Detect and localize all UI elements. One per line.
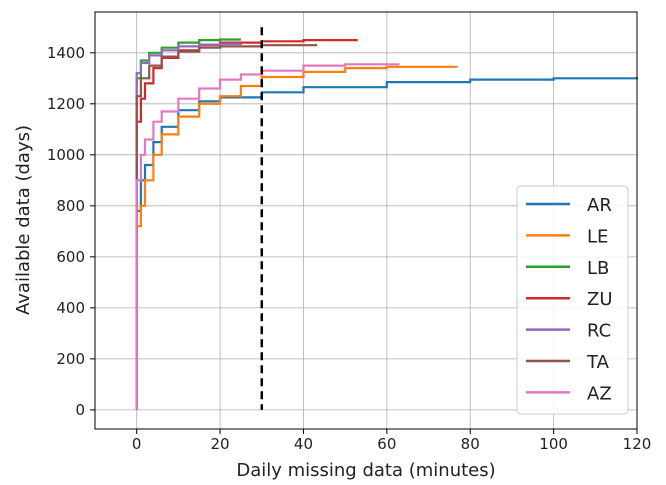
legend-label-le: LE <box>587 226 608 247</box>
y-tick-label: 0 <box>75 401 85 419</box>
y-axis-label: Available data (days) <box>13 125 34 315</box>
legend-box <box>516 185 629 415</box>
y-tick-label: 1000 <box>47 146 85 164</box>
legend-label-ta: TA <box>586 352 610 373</box>
x-axis-label: Daily missing data (minutes) <box>236 460 495 481</box>
x-tick-label: 60 <box>377 435 396 453</box>
y-tick-label: 800 <box>56 197 85 215</box>
x-tick-label: 80 <box>461 435 480 453</box>
plot-frame <box>94 11 638 430</box>
series-line-rc <box>135 42 242 410</box>
series-line-le <box>135 65 458 410</box>
series-line-lb <box>135 38 241 410</box>
y-tick-label: 600 <box>56 248 85 266</box>
series-line-ta <box>135 43 318 410</box>
y-tick-label: 1400 <box>47 44 85 62</box>
y-tick-label: 1200 <box>47 95 85 113</box>
y-tick-label: 400 <box>56 299 85 317</box>
x-tick-label: 120 <box>623 435 652 453</box>
series-line-az <box>135 63 400 410</box>
series-lines <box>135 38 639 410</box>
legend: AR LE LB ZU RC TA AZ <box>516 185 629 415</box>
legend-label-rc: RC <box>587 321 611 342</box>
legend-label-zu: ZU <box>587 289 613 310</box>
x-tick-label: 40 <box>294 435 313 453</box>
legend-label-az: AZ <box>587 383 612 404</box>
y-axis-ticks: 0 200 400 600 800 1000 1200 1400 <box>47 44 95 419</box>
x-tick-label: 100 <box>539 435 568 453</box>
x-axis-ticks: 0 20 40 60 80 100 120 <box>132 429 651 453</box>
legend-label-ar: AR <box>587 195 612 216</box>
legend-label-lb: LB <box>587 258 609 279</box>
y-tick-label: 200 <box>56 350 85 368</box>
x-tick-label: 20 <box>211 435 230 453</box>
series-line-ar <box>135 77 639 410</box>
x-tick-label: 0 <box>132 435 142 453</box>
series-line-zu <box>135 39 358 410</box>
